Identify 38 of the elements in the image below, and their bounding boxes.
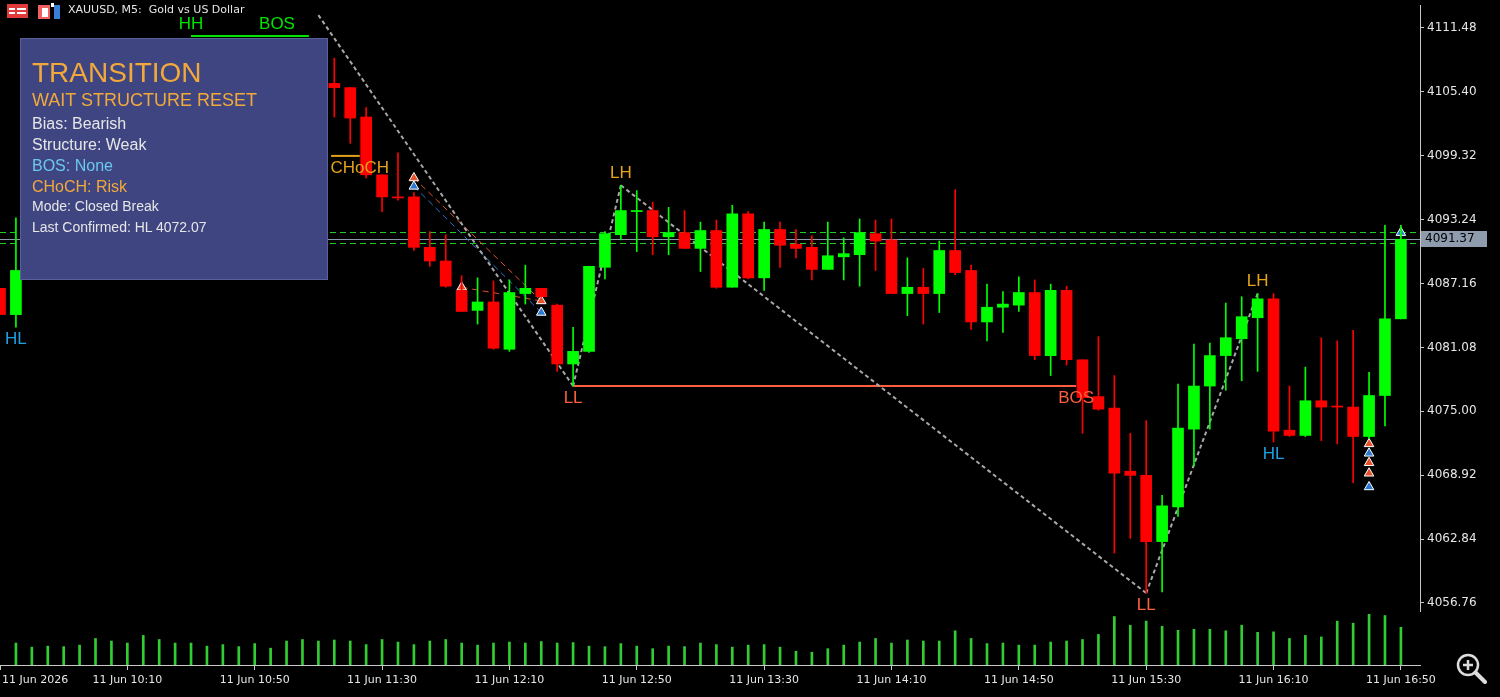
x-tick-label: 11 Jun 14:50	[983, 672, 1054, 686]
y-tick-label: 4099.32	[1427, 147, 1477, 162]
annotation: LL	[563, 387, 583, 407]
x-tick-label: 11 Jun 2026	[2, 672, 69, 686]
x-tick-label: 11 Jun 15:30	[1111, 672, 1182, 686]
annotation: TRANSITION	[32, 56, 202, 90]
annotation: Bias: Bearish	[32, 114, 127, 133]
y-tick-label: 4068.92	[1427, 467, 1477, 482]
annotation: BOS: None	[32, 156, 113, 175]
y-tick-label: 4062.84	[1427, 531, 1477, 546]
annotation: LH	[609, 163, 632, 183]
annotation: HL	[1262, 443, 1285, 463]
annotation: CHoCH: Risk	[32, 177, 128, 196]
x-tick-label: 11 Jun 11:30	[347, 672, 418, 686]
x-tick-label: 11 Jun 10:50	[219, 672, 290, 686]
y-tick-label: 4105.40	[1427, 83, 1477, 98]
annotation: HL	[5, 328, 27, 348]
x-tick-label: 11 Jun 10:10	[92, 672, 163, 686]
ref-line-label: 4091.37	[1425, 231, 1475, 246]
y-tick-label: 4111.48	[1427, 20, 1477, 35]
annotation: WAIT STRUCTURE RESET	[32, 89, 258, 111]
annotation: Mode: Closed Break	[32, 198, 159, 215]
x-tick-label: 11 Jun 12:10	[474, 672, 545, 686]
y-tick-label: 4087.16	[1427, 275, 1477, 290]
x-tick-label: 11 Jun 16:50	[1365, 672, 1436, 686]
y-tick-label: 4093.24	[1427, 211, 1477, 226]
y-tick-label: 4075.00	[1427, 403, 1477, 418]
y-tick-label: 4081.08	[1427, 339, 1477, 354]
x-tick-label: 11 Jun 13:30	[729, 672, 800, 686]
annotation: BOS	[259, 13, 295, 33]
annotation: Structure: Weak	[32, 135, 147, 154]
y-tick-label: 4056.76	[1427, 595, 1477, 610]
x-tick-label: 11 Jun 12:50	[601, 672, 672, 686]
annotation: LL	[1136, 594, 1156, 614]
x-tick-label: 11 Jun 14:10	[856, 672, 927, 686]
annotation: LH	[1246, 271, 1269, 291]
annotation: Last Confirmed: HL 4072.07	[32, 219, 207, 236]
x-tick-label: 11 Jun 16:10	[1238, 672, 1309, 686]
